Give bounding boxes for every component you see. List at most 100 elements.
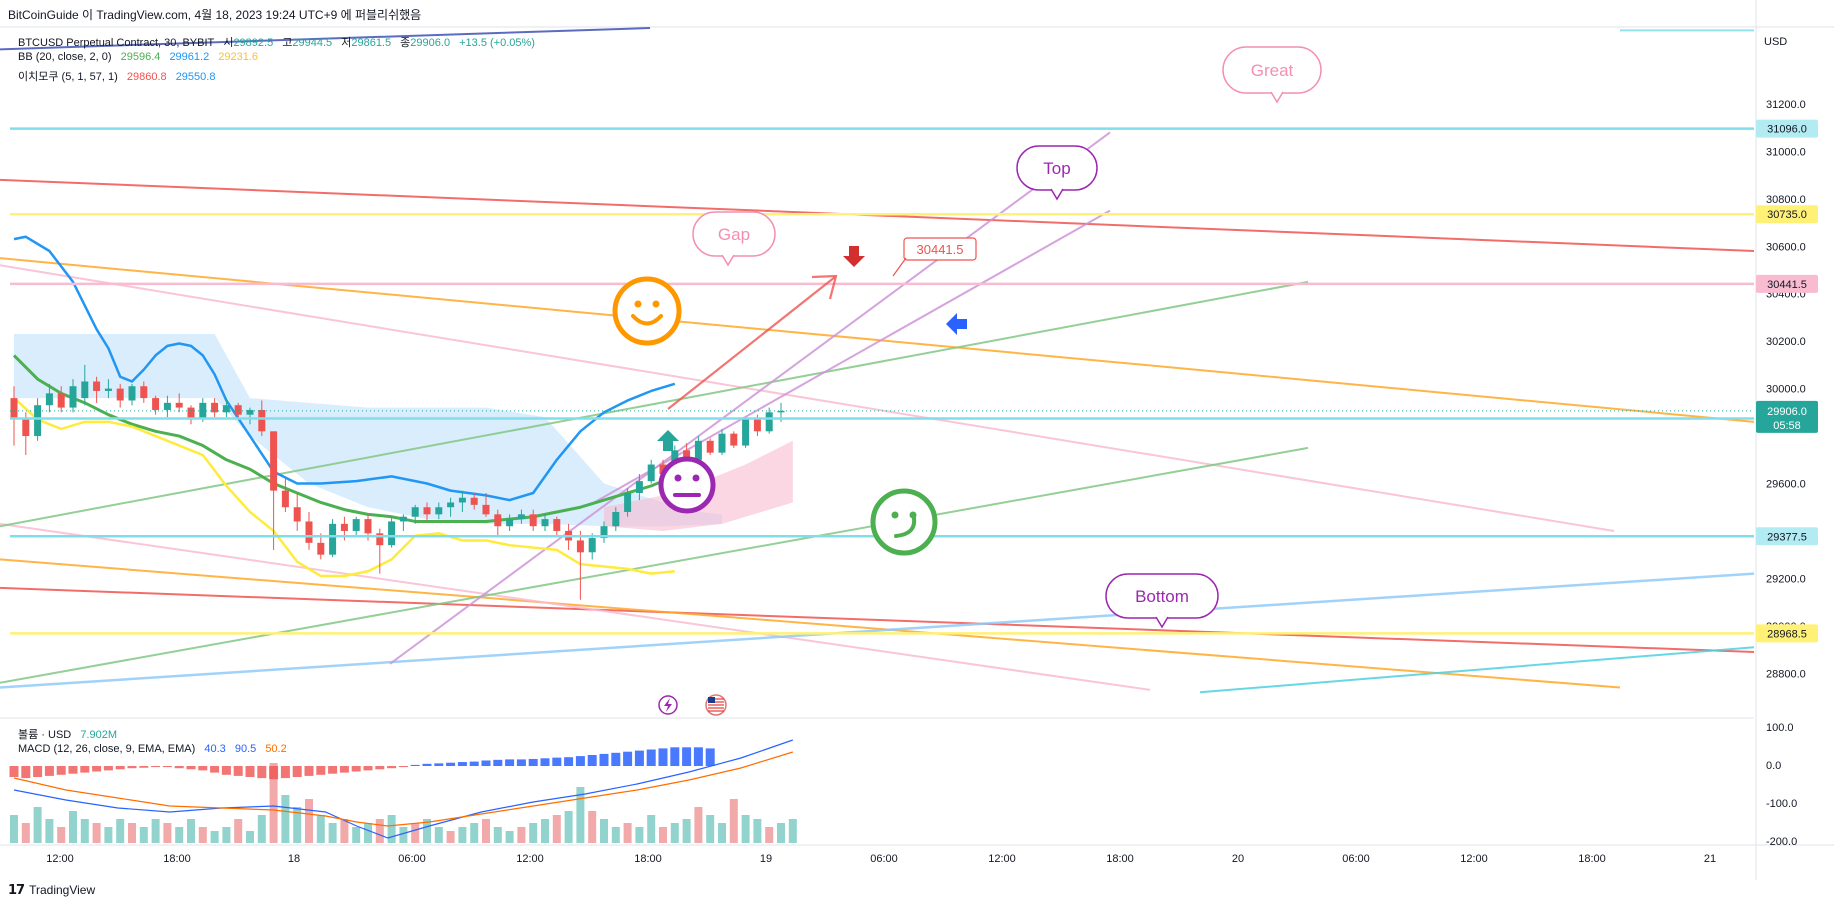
happy-face-icon-outline [612, 276, 682, 346]
candle [57, 393, 65, 408]
symbol-name[interactable]: BTCUSD Perpetual Contract, 30, BYBIT [18, 37, 215, 49]
candle [647, 464, 655, 482]
candle [45, 393, 53, 406]
macd-histogram-bar [304, 766, 314, 776]
sleepy-face-icon [870, 488, 938, 556]
volume-bar [647, 815, 656, 843]
volume-bar [600, 819, 608, 843]
volume-bar [493, 827, 502, 843]
volume-bar [694, 807, 703, 843]
top-callout: Top [1016, 145, 1098, 201]
macd-value-3: 50.2 [265, 743, 287, 755]
candle [305, 521, 313, 543]
volume-bar [352, 827, 361, 843]
volume-bar [10, 815, 18, 843]
volume-bar [458, 827, 467, 843]
macd-histogram-bar [646, 749, 656, 766]
volume-value: 7.902M [80, 729, 118, 741]
sleepy-face-icon-outline [870, 488, 938, 556]
volume-bar [80, 819, 89, 843]
volume-bar [564, 811, 573, 843]
price-callout-box [903, 237, 977, 261]
volume-bar [423, 819, 431, 843]
change-value: +13.5 (+0.05%) [459, 37, 535, 49]
macd-tick-label: -200.0 [1766, 836, 1797, 848]
happy-face-icon [612, 276, 682, 346]
left-arrow-icon [946, 313, 967, 335]
bb-basis-value: 29596.4 [120, 51, 161, 63]
macd-histogram-bar [56, 766, 66, 775]
level-price-tag-5-bg [1756, 624, 1818, 643]
volume-bar [45, 819, 54, 843]
volume-bar [788, 819, 797, 843]
symbol-legend[interactable]: BTCUSD Perpetual Contract, 30, BYBIT 시29… [18, 34, 541, 50]
volume-legend[interactable]: 볼륨 · USD 7.902M [18, 726, 123, 742]
macd-histogram-bar [174, 766, 184, 769]
time-tick-label: 06:00 [1342, 853, 1370, 865]
candle [222, 405, 230, 413]
projection-arrow-head [811, 274, 838, 300]
macd-legend[interactable]: MACD (12, 26, close, 9, EMA, EMA) 40.3 9… [18, 743, 293, 755]
macd-histogram-bar [658, 748, 668, 766]
gap-callout-text: Gap [718, 225, 750, 244]
candle [364, 519, 372, 534]
volume-bar [69, 811, 77, 843]
price-tick-label: 30800.0 [1766, 194, 1806, 206]
macd-histogram-bar [575, 756, 585, 766]
volume-bar [151, 819, 160, 843]
volume-bar [777, 823, 785, 843]
volume-bar [269, 763, 278, 843]
volume-bar [682, 819, 691, 843]
level-price-tag-0-bg [1756, 119, 1818, 138]
projection-arrow-line [667, 276, 836, 410]
macd-histogram-bar [269, 766, 279, 780]
volume-bar [246, 831, 254, 843]
volume-bar [399, 827, 408, 843]
candle [435, 507, 443, 515]
volume-bar [187, 819, 195, 843]
low-label: 저 [341, 37, 352, 49]
volume-bar [57, 827, 66, 843]
macd-histogram-bar [398, 766, 408, 768]
time-tick-label: 12:00 [988, 853, 1016, 865]
tradingview-footer[interactable]: 𝟭𝟳 TradingView [8, 882, 95, 898]
bb-upper-band [13, 235, 676, 502]
volume-bar [541, 819, 549, 843]
candle [116, 388, 124, 401]
candle [517, 514, 525, 520]
candle [22, 419, 30, 437]
candle [246, 409, 254, 415]
macd-histogram-bar [245, 766, 255, 777]
macd-histogram-bar [446, 762, 456, 766]
price-callout: 30441.5 [892, 237, 977, 277]
volume-bar [588, 811, 597, 843]
macd-histogram-bar [375, 766, 385, 770]
volume-bar [623, 823, 632, 843]
down-arrow-icon [843, 246, 865, 267]
volume-bar [305, 799, 313, 843]
ichimoku-legend[interactable]: 이치모쿠 (5, 1, 57, 1) 29860.8 29550.8 [18, 68, 221, 84]
macd-histogram-bar [127, 766, 137, 769]
neutral-face-icon-outline [658, 456, 716, 514]
open-label: 시 [223, 37, 234, 49]
candle [470, 497, 478, 505]
macd-histogram-bar [410, 764, 420, 766]
macd-histogram-bar [68, 766, 78, 774]
sleepy-face-icon-mouth [894, 516, 917, 538]
candle [635, 481, 643, 493]
macd-histogram-bar [623, 751, 633, 766]
level-price-tag-4: 29377.5 [1767, 531, 1807, 543]
bb-legend[interactable]: BB (20, close, 2, 0) 29596.4 29961.2 292… [18, 51, 264, 63]
macd-value-2: 90.5 [234, 743, 257, 755]
candle [718, 433, 726, 453]
volume-bar [411, 823, 420, 843]
tradingview-logo-icon: 𝟭𝟳 [8, 882, 25, 897]
macd-histogram-bar [634, 750, 644, 766]
red-trendline-lower [0, 586, 1755, 653]
volume-bar [482, 819, 490, 843]
candle [175, 402, 183, 408]
macd-histogram-bar [162, 766, 172, 768]
volume-bar [328, 823, 337, 843]
time-tick-label: 06:00 [870, 853, 898, 865]
